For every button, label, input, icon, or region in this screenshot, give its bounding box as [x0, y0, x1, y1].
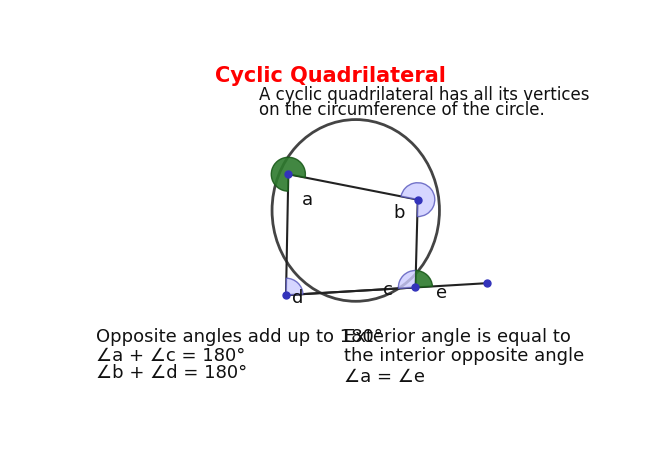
- Wedge shape: [415, 271, 432, 287]
- Text: b: b: [393, 203, 404, 221]
- Text: a: a: [303, 191, 313, 209]
- Wedge shape: [401, 183, 435, 216]
- Text: ∠a = ∠e: ∠a = ∠e: [344, 368, 425, 386]
- Text: the interior opposite angle: the interior opposite angle: [344, 347, 584, 365]
- Text: on the circumference of the circle.: on the circumference of the circle.: [259, 101, 544, 119]
- Text: ∠a + ∠c = 180°: ∠a + ∠c = 180°: [96, 347, 246, 365]
- Text: Cyclic Quadrilateral: Cyclic Quadrilateral: [215, 66, 446, 87]
- Text: ∠b + ∠d = 180°: ∠b + ∠d = 180°: [96, 364, 248, 382]
- Text: Opposite angles add up to 180°: Opposite angles add up to 180°: [96, 328, 383, 346]
- Text: A cyclic quadrilateral has all its vertices: A cyclic quadrilateral has all its verti…: [259, 86, 590, 104]
- Wedge shape: [286, 278, 303, 295]
- Text: d: d: [292, 289, 304, 307]
- Text: e: e: [435, 284, 447, 302]
- Wedge shape: [272, 157, 305, 191]
- Text: Exterior angle is equal to: Exterior angle is equal to: [344, 328, 571, 346]
- Text: c: c: [383, 281, 393, 299]
- Wedge shape: [399, 271, 416, 289]
